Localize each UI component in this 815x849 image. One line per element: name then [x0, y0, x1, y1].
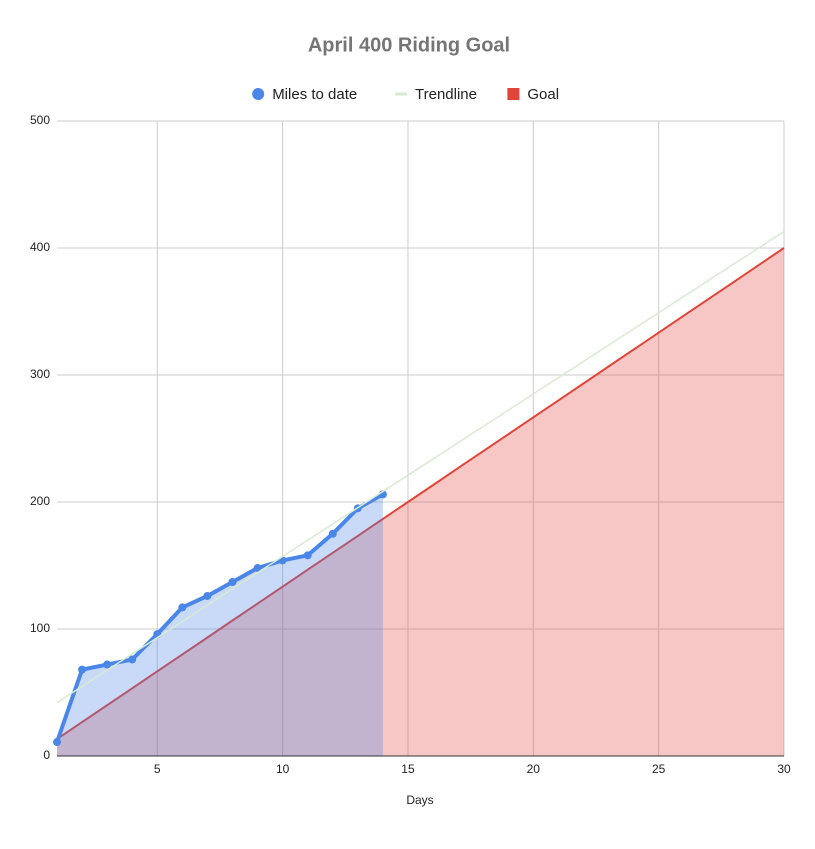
- area: [57, 248, 784, 756]
- line: [56, 247, 785, 740]
- point: [178, 603, 187, 612]
- legend-item: Miles to date: [252, 86, 357, 103]
- x-axis-label: Days: [406, 793, 433, 807]
- y-tick-label: 300: [30, 367, 50, 381]
- x-tick-label: 15: [401, 762, 415, 776]
- y-tick-label: 0: [43, 748, 50, 762]
- y-tick-label: 200: [30, 494, 50, 508]
- line: [55, 492, 384, 743]
- area: [57, 494, 383, 756]
- plot: [53, 230, 785, 757]
- point: [228, 578, 237, 587]
- legend-item: Trendline: [395, 86, 477, 103]
- point: [128, 655, 137, 664]
- y-tick-label: 100: [30, 621, 50, 635]
- x-tick-label: 5: [154, 762, 161, 776]
- x-tick-label: 25: [652, 762, 666, 776]
- point: [303, 551, 312, 560]
- point: [203, 591, 212, 600]
- line: [56, 230, 785, 704]
- legend-item: Goal: [507, 86, 559, 103]
- point: [103, 660, 112, 669]
- x-tick-label: 20: [527, 762, 541, 776]
- y-tick-label: 500: [30, 113, 50, 127]
- point: [253, 564, 262, 573]
- legend-swatch: [507, 88, 520, 100]
- legend-label: Trendline: [415, 86, 477, 103]
- x-tick-label: 10: [276, 762, 290, 776]
- x-tick-label: 30: [777, 762, 791, 776]
- legend-label: Miles to date: [272, 86, 357, 103]
- grid: 0 100 200 300 400 500 5 10 15 20 25 30: [30, 113, 791, 776]
- y-tick-label: 400: [30, 240, 50, 254]
- point: [328, 529, 337, 538]
- point: [78, 665, 87, 674]
- legend: Miles to date Trendline Goal: [252, 86, 559, 103]
- point: [53, 738, 61, 747]
- chart-title: April 400 Riding Goal: [308, 34, 510, 56]
- legend-label: Goal: [527, 86, 559, 103]
- legend-swatch: [252, 88, 265, 100]
